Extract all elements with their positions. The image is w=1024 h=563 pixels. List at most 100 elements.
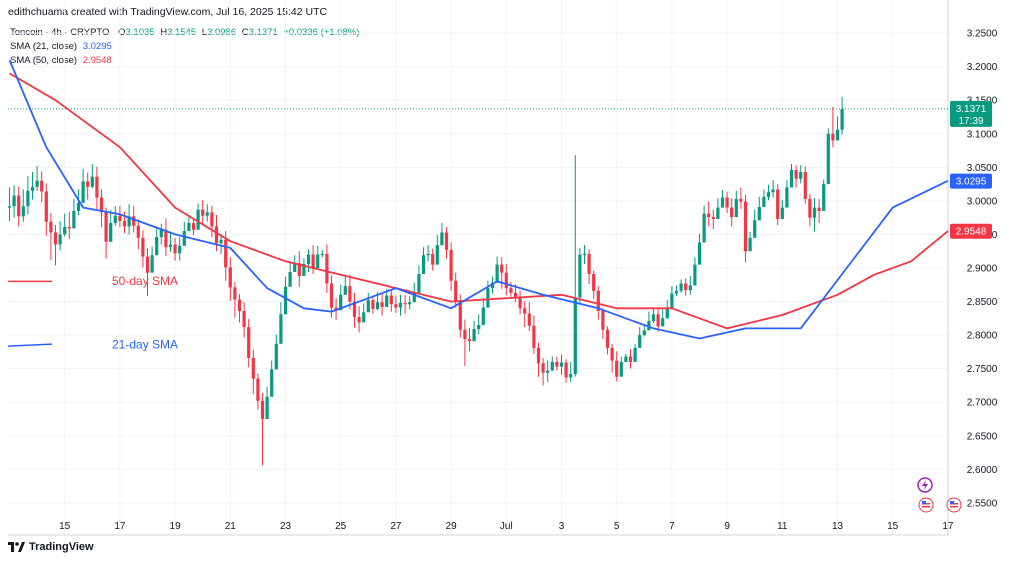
candle-body[interactable] (463, 329, 467, 340)
sma21-row[interactable]: SMA (21, close) 3.0295 (10, 40, 359, 54)
candle-body[interactable] (665, 308, 669, 319)
candle-body[interactable] (279, 314, 283, 344)
candle-body[interactable] (812, 207, 817, 218)
candle-body[interactable] (817, 207, 821, 211)
candle-body[interactable] (651, 314, 656, 322)
candle-body[interactable] (122, 221, 127, 227)
candle-body[interactable] (670, 293, 674, 309)
candle-body[interactable] (550, 361, 554, 371)
candle-body[interactable] (513, 292, 518, 297)
candle-body[interactable] (495, 264, 499, 283)
candle-body[interactable] (628, 356, 633, 362)
candle-body[interactable] (297, 263, 301, 277)
candle-body[interactable] (394, 304, 398, 308)
candle-body[interactable] (835, 129, 840, 141)
candle-body[interactable] (661, 318, 665, 327)
candle-body[interactable] (693, 264, 697, 286)
candle-body[interactable] (431, 253, 435, 265)
candle-body[interactable] (822, 184, 826, 211)
candle-body[interactable] (26, 190, 30, 207)
candle-body[interactable] (357, 316, 361, 323)
candle-body[interactable] (17, 195, 21, 217)
candle-body[interactable] (467, 339, 472, 342)
candle-body[interactable] (500, 264, 504, 273)
candle-body[interactable] (532, 325, 536, 348)
candle-body[interactable] (642, 330, 646, 336)
candle-body[interactable] (536, 347, 541, 364)
candle-body[interactable] (757, 206, 761, 221)
candle-body[interactable] (339, 294, 343, 311)
candle-body[interactable] (725, 197, 729, 208)
candle-body[interactable] (242, 310, 246, 328)
candle-body[interactable] (734, 198, 738, 217)
candle-body[interactable] (375, 302, 380, 309)
candle-body[interactable] (260, 400, 265, 419)
candle-body[interactable] (389, 295, 393, 305)
candle-body[interactable] (352, 301, 357, 317)
candle-body[interactable] (219, 239, 223, 244)
candle-body[interactable] (688, 285, 692, 291)
candle-body[interactable] (527, 313, 531, 326)
candle-body[interactable] (44, 191, 48, 222)
flag-event-icon[interactable] (946, 497, 962, 513)
candle-body[interactable] (697, 242, 702, 265)
candle-body[interactable] (265, 396, 269, 419)
candle-body[interactable] (546, 370, 550, 373)
candle-body[interactable] (196, 209, 200, 230)
candle-body[interactable] (799, 172, 803, 179)
sma50-line[interactable] (9, 72, 949, 330)
candle-body[interactable] (191, 223, 196, 230)
candle-body[interactable] (201, 209, 205, 216)
candle-body[interactable] (76, 202, 81, 211)
candle-body[interactable] (472, 329, 476, 342)
candle-body[interactable] (647, 321, 651, 331)
candle-body[interactable] (656, 314, 660, 327)
candle-body[interactable] (555, 361, 559, 367)
candle-body[interactable] (233, 287, 237, 300)
candle-body[interactable] (72, 210, 76, 229)
candle-body[interactable] (638, 335, 642, 348)
candle-body[interactable] (385, 295, 389, 307)
sma50-row[interactable]: SMA (50, close) 2.9548 (10, 54, 359, 68)
candle-body[interactable] (509, 288, 513, 293)
candle-body[interactable] (808, 198, 812, 218)
candle-body[interactable] (58, 234, 62, 245)
candle-body[interactable] (592, 274, 596, 291)
candle-body[interactable] (118, 215, 122, 222)
candle-body[interactable] (601, 310, 605, 330)
candle-body[interactable] (596, 290, 600, 311)
candle-body[interactable] (366, 300, 370, 313)
candle-body[interactable] (256, 378, 260, 401)
candle-body[interactable] (311, 254, 315, 268)
candle-body[interactable] (316, 254, 320, 268)
candle-body[interactable] (21, 206, 25, 217)
candle-body[interactable] (780, 207, 784, 220)
candle-body[interactable] (237, 299, 242, 311)
candle-body[interactable] (454, 280, 458, 301)
candle-body[interactable] (840, 108, 844, 130)
candle-body[interactable] (564, 362, 568, 378)
candle-body[interactable] (412, 292, 416, 303)
candle-body[interactable] (224, 239, 228, 268)
candle-body[interactable] (426, 253, 430, 256)
candle-body[interactable] (168, 244, 173, 248)
candle-body[interactable] (306, 254, 311, 264)
candle-body[interactable] (720, 197, 725, 208)
sma21-line[interactable] (8, 59, 949, 340)
flag-event-icon[interactable] (918, 497, 934, 513)
candle-body[interactable] (362, 312, 366, 323)
candle-body[interactable] (449, 249, 453, 281)
candle-body[interactable] (803, 172, 807, 199)
candle-body[interactable] (753, 220, 757, 238)
candle-body[interactable] (182, 231, 186, 246)
candle-body[interactable] (35, 180, 39, 187)
candle-body[interactable] (49, 221, 53, 233)
candle-body[interactable] (523, 308, 527, 314)
candle-body[interactable] (113, 215, 117, 224)
candle-body[interactable] (417, 274, 421, 293)
candle-body[interactable] (619, 361, 623, 377)
candle-body[interactable] (320, 253, 324, 255)
candle-body[interactable] (329, 283, 334, 308)
candle-body[interactable] (173, 244, 177, 254)
candle-body[interactable] (288, 272, 292, 287)
